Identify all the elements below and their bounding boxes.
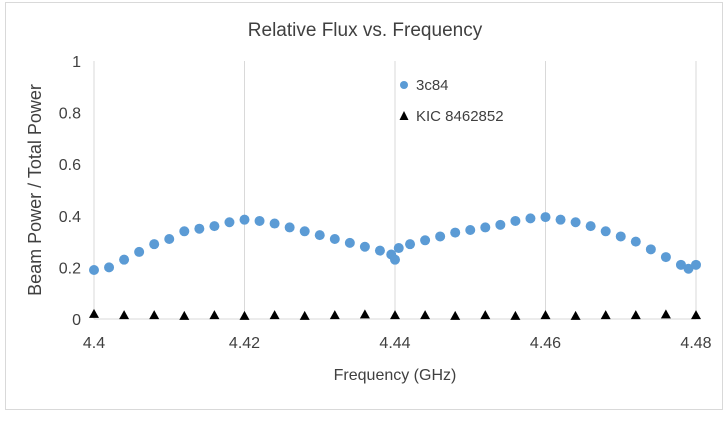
data-point-kic-8462852 [510,310,521,320]
data-point-3c84 [390,254,400,265]
data-point-3c84 [89,264,99,275]
data-point-3c84 [374,245,385,256]
data-point-3c84 [495,219,506,230]
x-tick-label: 4.48 [680,335,711,352]
data-point-3c84 [585,221,596,232]
y-tick-label: 0.6 [59,157,81,174]
data-point-3c84 [615,231,626,242]
data-point-kic-8462852 [691,310,701,320]
data-point-3c84 [691,259,701,270]
data-point-kic-8462852 [209,310,220,320]
data-point-3c84 [420,235,431,246]
data-point-kic-8462852 [239,310,250,320]
x-tick-label: 4.4 [83,335,105,352]
series-3c84 [89,212,701,275]
data-point-3c84 [194,223,205,234]
legend-marker-kic-8462852 [399,111,409,120]
data-point-3c84 [329,234,340,245]
data-point-3c84 [570,217,581,228]
data-point-kic-8462852 [119,310,130,320]
data-point-3c84 [284,222,295,233]
x-axis-label: Frequency (GHz) [334,367,457,384]
data-point-3c84 [600,226,611,237]
y-tick-label: 0.2 [59,260,81,277]
y-tick-label: 0.4 [59,209,81,226]
data-point-3c84 [465,224,476,235]
data-point-3c84 [510,215,521,226]
series-kic-8462852 [89,308,701,320]
data-point-3c84 [435,231,446,242]
y-axis-label: Beam Power / Total Power [25,84,45,296]
data-point-3c84 [630,236,641,247]
legend-label-3c84: 3c84 [416,77,449,94]
y-tick-labels: 0 0.2 0.4 0.6 0.8 1 [59,54,81,329]
data-point-kic-8462852 [179,310,190,320]
data-point-kic-8462852 [420,310,431,320]
chart-title: Relative Flux vs. Frequency [248,20,483,41]
y-tick-label: 1 [72,54,81,71]
data-point-3c84 [269,218,280,229]
gridlines [93,61,697,319]
data-point-3c84 [683,263,694,274]
data-point-3c84 [104,262,115,273]
data-point-3c84 [134,246,145,257]
data-point-3c84 [675,259,686,270]
data-point-3c84 [645,244,656,255]
x-tick-label: 4.44 [379,335,410,352]
flux-chart: Relative Flux vs. Frequency 0 0.2 0.4 0.6 0.… [25,20,712,384]
data-point-kic-8462852 [540,310,551,320]
data-point-3c84 [480,222,491,233]
legend-label-kic-8462852: KIC 8462852 [416,108,504,125]
y-tick-label: 0 [72,312,81,329]
data-point-kic-8462852 [269,310,280,320]
data-point-3c84 [555,214,566,225]
data-point-kic-8462852 [299,310,310,320]
data-point-3c84 [344,237,355,248]
chart-frame: Relative Flux vs. Frequency 0 0.2 0.4 0.6 0.… [5,2,723,410]
data-point-3c84 [393,243,404,254]
data-point-kic-8462852 [450,310,461,320]
data-point-3c84 [525,213,536,224]
data-point-3c84 [359,241,370,252]
data-point-3c84 [450,227,461,238]
data-point-3c84 [299,226,310,237]
x-tick-label: 4.42 [229,335,260,352]
y-tick-label: 0.8 [59,106,81,123]
legend-marker-3c84 [400,81,408,89]
data-point-kic-8462852 [359,309,370,319]
legend: 3c84 KIC 8462852 [399,77,504,125]
x-tick-labels: 4.4 4.42 4.44 4.46 4.48 [83,335,712,352]
data-point-3c84 [209,221,220,232]
data-point-3c84 [224,217,235,228]
data-point-kic-8462852 [660,309,671,319]
data-point-kic-8462852 [630,310,641,320]
data-point-kic-8462852 [390,310,400,320]
data-point-3c84 [660,252,671,263]
data-point-3c84 [119,254,130,265]
data-point-3c84 [540,212,551,223]
data-point-kic-8462852 [480,310,491,320]
data-point-kic-8462852 [570,310,581,320]
data-point-3c84 [254,215,265,226]
data-point-kic-8462852 [89,308,99,318]
data-point-3c84 [149,239,160,250]
data-point-3c84 [164,234,175,245]
data-point-3c84 [314,230,325,241]
data-point-3c84 [239,214,250,225]
data-point-3c84 [179,226,190,237]
data-point-kic-8462852 [600,310,611,320]
data-point-3c84 [405,239,416,250]
data-point-kic-8462852 [149,310,160,320]
data-point-kic-8462852 [329,310,340,320]
x-tick-label: 4.46 [530,335,561,352]
